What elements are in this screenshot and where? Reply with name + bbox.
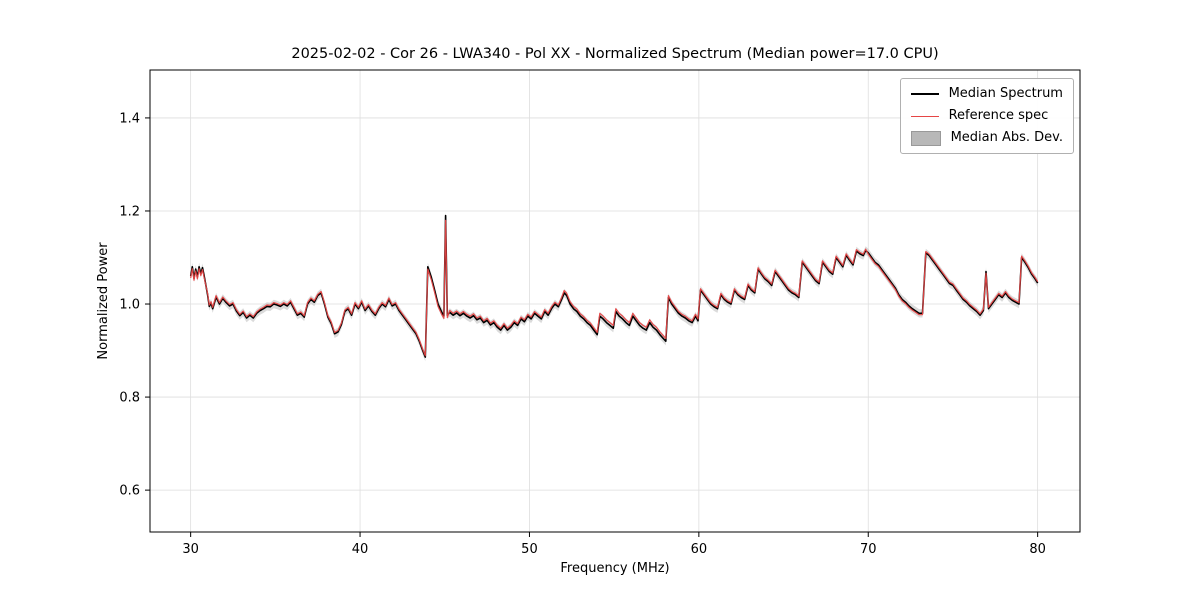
reference-line-swatch-icon	[910, 115, 939, 117]
y-tick-label: 0.8	[119, 391, 140, 406]
y-tick-label: 1.0	[119, 298, 140, 313]
mad-band-swatch-icon	[910, 130, 941, 146]
chart-title: 2025-02-02 - Cor 26 - LWA340 - Pol XX - …	[291, 46, 938, 62]
x-tick-label: 30	[182, 542, 199, 557]
x-tick-label: 50	[521, 542, 538, 557]
axes-box	[149, 69, 1081, 533]
legend-entry-reference-spec: Reference spec	[910, 108, 1063, 124]
legend-entry-median-spectrum: Median Spectrum	[910, 86, 1063, 102]
legend-entry-median-abs-dev: Median Abs. Dev.	[910, 130, 1063, 146]
legend-label-reference-spec: Reference spec	[948, 108, 1049, 123]
legend-label-median-abs-dev: Median Abs. Dev.	[950, 130, 1063, 145]
y-tick-label: 1.4	[119, 111, 140, 126]
y-axis-ticks: 0.6 0.8 1.0 1.2 1.4	[119, 111, 150, 499]
median-spectrum-line	[189, 214, 1039, 358]
reference-spec-line	[190, 219, 1039, 357]
mad-band	[190, 211, 1038, 362]
x-tick-label: 40	[352, 542, 369, 557]
x-tick-label: 70	[860, 542, 877, 557]
x-axis-label: Frequency (MHz)	[560, 561, 669, 576]
legend-label-median-spectrum: Median Spectrum	[948, 86, 1063, 101]
y-tick-label: 0.6	[119, 484, 140, 499]
x-tick-label: 80	[1029, 542, 1046, 557]
median-line-swatch-icon	[910, 93, 939, 95]
y-axis-label: Normalized Power	[96, 242, 111, 360]
legend: Median Spectrum Reference spec Median Ab…	[899, 78, 1074, 154]
y-tick-label: 1.2	[119, 204, 140, 219]
x-axis-ticks: 30 40 50 60 70 80	[182, 532, 1046, 557]
x-tick-label: 60	[691, 542, 708, 557]
